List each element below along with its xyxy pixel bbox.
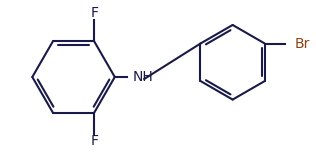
Text: F: F [90,6,98,20]
Text: F: F [90,134,98,148]
Text: Br: Br [295,37,310,51]
Text: NH: NH [132,70,153,84]
